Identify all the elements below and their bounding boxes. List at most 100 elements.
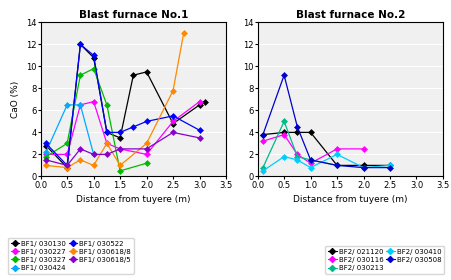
- BF1/ 030327: [91, 67, 96, 70]
- BF1/ 030130: [104, 131, 109, 134]
- BF1/ 030227: [170, 120, 175, 123]
- BF1/ 030327: [78, 74, 83, 77]
- BF2/ 021120: [260, 133, 265, 136]
- BF2/ 030116: [281, 133, 286, 136]
- BF1/ 030522: [117, 131, 123, 134]
- Line: BF2/ 021120: BF2/ 021120: [260, 130, 391, 167]
- BF1/ 030130: [196, 103, 202, 107]
- BF1/ 030618/5: [64, 164, 70, 167]
- BF1/ 030618/5: [78, 147, 83, 151]
- BF1/ 030130: [117, 136, 123, 140]
- Line: BF2/ 030213: BF2/ 030213: [260, 119, 338, 170]
- BF2/ 030410: [360, 166, 365, 169]
- Line: BF1/ 030618/8: BF1/ 030618/8: [44, 31, 185, 170]
- BF1/ 030327: [143, 162, 149, 165]
- BF1/ 030618/5: [170, 131, 175, 134]
- BF1/ 030227: [196, 100, 202, 103]
- BF2/ 030508: [334, 164, 339, 167]
- BF2/ 021120: [281, 131, 286, 134]
- BF2/ 030410: [307, 166, 313, 169]
- BF2/ 030116: [260, 139, 265, 143]
- BF1/ 030522: [170, 114, 175, 118]
- BF1/ 030327: [43, 155, 49, 158]
- Line: BF1/ 030618/5: BF1/ 030618/5: [44, 130, 201, 167]
- BF2/ 030508: [307, 158, 313, 162]
- BF1/ 030424: [64, 103, 70, 107]
- BF1/ 030130: [91, 56, 96, 59]
- BF1/ 030618/8: [91, 164, 96, 167]
- X-axis label: Distance from tuyere (m): Distance from tuyere (m): [292, 195, 407, 204]
- BF2/ 030508: [387, 166, 392, 169]
- BF1/ 030522: [91, 54, 96, 57]
- BF1/ 030424: [91, 153, 96, 156]
- BF2/ 030116: [307, 162, 313, 165]
- BF1/ 030522: [196, 129, 202, 132]
- BF1/ 030227: [117, 147, 123, 151]
- BF2/ 021120: [307, 131, 313, 134]
- BF1/ 030227: [64, 153, 70, 156]
- BF2/ 030213: [260, 166, 265, 169]
- BF2/ 030508: [294, 125, 299, 129]
- BF2/ 030410: [387, 164, 392, 167]
- BF1/ 030424: [78, 103, 83, 107]
- Line: BF2/ 030508: BF2/ 030508: [260, 73, 391, 170]
- BF1/ 030130: [170, 122, 175, 125]
- BF1/ 030618/5: [91, 153, 96, 156]
- BF2/ 030213: [281, 120, 286, 123]
- BF1/ 030327: [64, 142, 70, 145]
- Legend: BF1/ 030130, BF1/ 030227, BF1/ 030327, BF1/ 030424, BF1/ 030522, BF1/ 030618/8, : BF1/ 030130, BF1/ 030227, BF1/ 030327, B…: [8, 238, 133, 274]
- BF1/ 030522: [43, 142, 49, 145]
- BF1/ 030522: [130, 125, 136, 129]
- BF1/ 030227: [91, 100, 96, 103]
- BF2/ 030508: [360, 166, 365, 169]
- BF1/ 030618/8: [43, 164, 49, 167]
- BF1/ 030227: [104, 142, 109, 145]
- BF1/ 030227: [143, 153, 149, 156]
- BF1/ 030130: [143, 70, 149, 74]
- BF1/ 030618/5: [196, 136, 202, 140]
- BF1/ 030522: [78, 43, 83, 46]
- BF1/ 030522: [64, 164, 70, 167]
- BF1/ 030130: [64, 166, 70, 169]
- BF1/ 030618/8: [180, 32, 186, 35]
- Line: BF1/ 030522: BF1/ 030522: [44, 42, 201, 167]
- Title: Blast furnace No.2: Blast furnace No.2: [295, 10, 404, 20]
- BF2/ 030213: [334, 164, 339, 167]
- BF1/ 030618/8: [143, 142, 149, 145]
- BF2/ 030116: [334, 147, 339, 151]
- Line: BF1/ 030327: BF1/ 030327: [44, 67, 148, 173]
- BF2/ 030508: [260, 133, 265, 136]
- BF2/ 021120: [360, 164, 365, 167]
- Line: BF1/ 030227: BF1/ 030227: [44, 99, 201, 157]
- BF1/ 030618/8: [104, 142, 109, 145]
- Title: Blast furnace No.1: Blast furnace No.1: [78, 10, 188, 20]
- BF1/ 030227: [43, 153, 49, 156]
- BF1/ 030130: [130, 74, 136, 77]
- BF1/ 030130: [43, 144, 49, 147]
- Line: BF2/ 030116: BF2/ 030116: [260, 132, 365, 165]
- BF2/ 021120: [387, 164, 392, 167]
- BF1/ 030227: [78, 103, 83, 107]
- BF2/ 030410: [334, 153, 339, 156]
- Y-axis label: CaO (%): CaO (%): [11, 81, 20, 118]
- X-axis label: Distance from tuyere (m): Distance from tuyere (m): [76, 195, 190, 204]
- Line: BF2/ 030410: BF2/ 030410: [260, 152, 391, 173]
- BF2/ 030213: [294, 155, 299, 158]
- BF1/ 030618/5: [143, 147, 149, 151]
- BF2/ 030213: [307, 158, 313, 162]
- BF1/ 030618/5: [117, 147, 123, 151]
- BF1/ 030130: [78, 43, 83, 46]
- BF2/ 030410: [294, 158, 299, 162]
- BF1/ 030522: [104, 131, 109, 134]
- Line: BF1/ 030424: BF1/ 030424: [44, 103, 96, 157]
- BF2/ 030410: [281, 155, 286, 158]
- BF1/ 030327: [117, 169, 123, 172]
- BF2/ 030410: [260, 169, 265, 172]
- BF2/ 021120: [334, 164, 339, 167]
- Legend: BF2/ 021120, BF2/ 030116, BF2/ 030213, BF2/ 030410, BF2/ 030508: BF2/ 021120, BF2/ 030116, BF2/ 030213, B…: [325, 246, 443, 274]
- BF2/ 030116: [360, 147, 365, 151]
- BF2/ 021120: [294, 131, 299, 134]
- BF1/ 030522: [143, 120, 149, 123]
- BF2/ 030508: [281, 74, 286, 77]
- BF1/ 030424: [43, 151, 49, 154]
